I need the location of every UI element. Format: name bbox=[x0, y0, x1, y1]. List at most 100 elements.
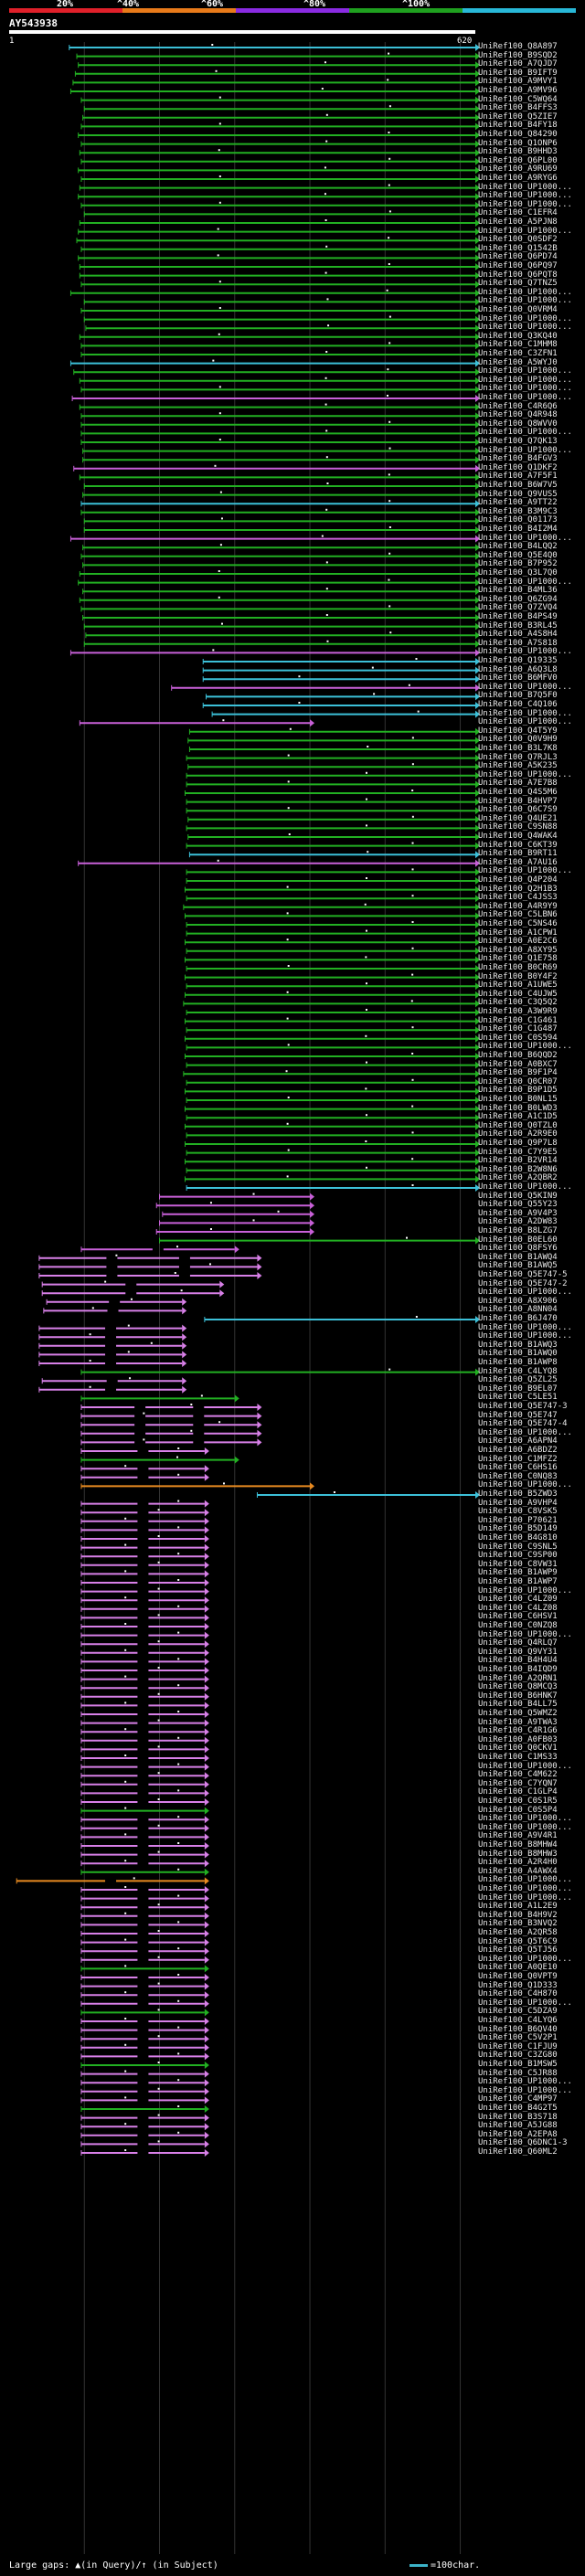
hit-row[interactable] bbox=[80, 1535, 209, 1542]
hit-label[interactable]: UniRef100_C0S5P4 bbox=[478, 1805, 558, 1815]
hit-row[interactable] bbox=[202, 675, 480, 684]
hit-label[interactable]: UniRef100_C6HS16 bbox=[478, 1463, 558, 1473]
hit-label[interactable]: UniRef100_UP1000... bbox=[478, 2077, 572, 2087]
hit-row[interactable] bbox=[80, 1473, 209, 1481]
hit-row[interactable] bbox=[38, 1351, 187, 1359]
hit-row[interactable] bbox=[186, 1078, 480, 1087]
hit-label[interactable]: UniRef100_C5LBN6 bbox=[478, 910, 558, 920]
hit-row[interactable] bbox=[38, 1333, 187, 1341]
hit-label[interactable]: UniRef100_B2VR14 bbox=[478, 1156, 558, 1166]
hit-label[interactable]: UniRef100_C0NQ83 bbox=[478, 1471, 558, 1481]
hit-row[interactable] bbox=[80, 1368, 480, 1376]
hit-label[interactable]: UniRef100_A2EPA8 bbox=[478, 2129, 558, 2139]
hit-label[interactable]: UniRef100_C4Q106 bbox=[478, 700, 558, 709]
hit-row[interactable] bbox=[186, 1026, 480, 1034]
hit-label[interactable]: UniRef100_UP1000... bbox=[478, 445, 572, 455]
hit-row[interactable] bbox=[71, 395, 480, 402]
hit-row[interactable] bbox=[79, 719, 315, 727]
hit-label[interactable]: UniRef100_B1AWQ0 bbox=[478, 1349, 558, 1359]
hit-label[interactable]: UniRef100_Q0TZL0 bbox=[478, 1120, 558, 1130]
hit-label[interactable]: UniRef100_Q5WMZ2 bbox=[478, 1709, 558, 1718]
hit-row[interactable] bbox=[38, 1385, 187, 1394]
hit-label[interactable]: UniRef100_B0EL60 bbox=[478, 1235, 558, 1245]
hit-label[interactable]: UniRef100_UP1000... bbox=[478, 577, 572, 587]
hit-label[interactable]: UniRef100_Q60ML2 bbox=[478, 2147, 558, 2157]
hit-row[interactable] bbox=[80, 1816, 209, 1824]
hit-row[interactable] bbox=[79, 376, 480, 385]
hit-row[interactable] bbox=[183, 1070, 480, 1078]
hit-row[interactable] bbox=[184, 991, 480, 999]
hit-label[interactable]: UniRef100_Q4WAK4 bbox=[478, 832, 558, 841]
hit-row[interactable] bbox=[184, 1158, 480, 1166]
hit-label[interactable]: UniRef100_C5NS46 bbox=[478, 919, 558, 928]
hit-label[interactable]: UniRef100_A4R9Y9 bbox=[478, 901, 558, 911]
hit-row[interactable] bbox=[80, 1421, 262, 1429]
hit-label[interactable]: UniRef100_UP1000... bbox=[478, 1822, 572, 1832]
hit-row[interactable] bbox=[184, 1140, 480, 1148]
hit-row[interactable] bbox=[202, 658, 480, 665]
hit-label[interactable]: UniRef100_A7E7B8 bbox=[478, 779, 558, 789]
hit-label[interactable]: UniRef100_UP1000... bbox=[478, 1322, 572, 1332]
hit-row[interactable] bbox=[80, 500, 480, 508]
hit-row[interactable] bbox=[79, 333, 480, 341]
hit-row[interactable] bbox=[80, 1745, 209, 1754]
hit-row[interactable] bbox=[80, 1465, 209, 1473]
hit-label[interactable]: UniRef100_C4LZ08 bbox=[478, 1603, 558, 1613]
hit-label[interactable]: UniRef100_B9EL07 bbox=[478, 1383, 558, 1394]
hit-label[interactable]: UniRef100_B0Y4F2 bbox=[478, 971, 558, 981]
hit-label[interactable]: UniRef100_C4LYQ6 bbox=[478, 2016, 558, 2025]
hit-row[interactable] bbox=[80, 1447, 209, 1455]
hit-row[interactable] bbox=[80, 1570, 209, 1578]
hit-label[interactable]: UniRef100_C9SN88 bbox=[478, 822, 558, 832]
hit-label[interactable]: UniRef100_A5K235 bbox=[478, 761, 558, 771]
hit-label[interactable]: UniRef100_Q4UE21 bbox=[478, 813, 558, 823]
hit-label[interactable]: UniRef100_C1MHM8 bbox=[478, 340, 558, 350]
hit-label[interactable]: UniRef100_C4R1G6 bbox=[478, 1726, 558, 1736]
hit-label[interactable]: UniRef100_C5DZA9 bbox=[478, 2007, 558, 2017]
hit-label[interactable]: UniRef100_Q0V9H9 bbox=[478, 735, 558, 745]
hit-row[interactable] bbox=[80, 1429, 262, 1437]
hit-label[interactable]: UniRef100_A1C1D5 bbox=[478, 1112, 558, 1122]
hit-row[interactable] bbox=[80, 1658, 209, 1666]
hit-label[interactable]: UniRef100_UP1000... bbox=[478, 533, 572, 543]
hit-row[interactable] bbox=[82, 561, 480, 569]
hit-label[interactable]: UniRef100_UP1000... bbox=[478, 1042, 572, 1052]
hit-row[interactable] bbox=[186, 824, 480, 832]
hit-label[interactable]: UniRef100_B4FFS3 bbox=[478, 103, 558, 113]
hit-row[interactable] bbox=[187, 833, 480, 841]
hit-row[interactable] bbox=[184, 1087, 480, 1096]
hit-label[interactable]: UniRef100_C4R6Q6 bbox=[478, 401, 558, 411]
hit-row[interactable] bbox=[80, 1842, 209, 1850]
hit-row[interactable] bbox=[38, 1263, 262, 1271]
hit-row[interactable] bbox=[80, 2087, 209, 2095]
hit-label[interactable]: UniRef100_Q4S5M6 bbox=[478, 788, 558, 797]
hit-label[interactable]: UniRef100_C6HSV1 bbox=[478, 1612, 558, 1622]
hit-label[interactable]: UniRef100_C0S594 bbox=[478, 1033, 558, 1043]
hit-row[interactable] bbox=[80, 2105, 209, 2113]
hit-label[interactable]: UniRef100_C4LZ09 bbox=[478, 1595, 558, 1605]
hit-row[interactable] bbox=[80, 1579, 209, 1586]
hit-row[interactable] bbox=[186, 842, 480, 850]
hit-row[interactable] bbox=[80, 157, 480, 165]
hit-label[interactable]: UniRef100_UP1000... bbox=[478, 366, 572, 376]
hit-row[interactable] bbox=[171, 684, 480, 692]
hit-label[interactable]: UniRef100_UP1000... bbox=[478, 323, 572, 333]
hit-label[interactable]: UniRef100_A6Q3L8 bbox=[478, 664, 558, 674]
hit-label[interactable]: UniRef100_A3W9R9 bbox=[478, 1007, 558, 1016]
hit-row[interactable] bbox=[83, 640, 480, 648]
hit-label[interactable]: UniRef100_Q0CR07 bbox=[478, 1076, 558, 1087]
hit-row[interactable] bbox=[80, 1754, 209, 1762]
hit-label[interactable]: UniRef100_Q4RLQ7 bbox=[478, 1638, 558, 1648]
hit-row[interactable] bbox=[80, 1974, 209, 1981]
hit-label[interactable]: UniRef100_B8MHW3 bbox=[478, 1849, 558, 1859]
hit-label[interactable]: UniRef100_A1L2E9 bbox=[478, 1902, 558, 1912]
hit-row[interactable] bbox=[72, 79, 480, 87]
hit-label[interactable]: UniRef100_UP1000... bbox=[478, 287, 572, 297]
hit-label[interactable]: UniRef100_Q5E747-3 bbox=[478, 1402, 568, 1411]
hit-label[interactable]: UniRef100_UP1000... bbox=[478, 384, 572, 394]
hit-row[interactable] bbox=[69, 44, 480, 51]
hit-row[interactable] bbox=[80, 1623, 209, 1630]
hit-label[interactable]: UniRef100_B9F1P4 bbox=[478, 1068, 558, 1078]
hit-row[interactable] bbox=[80, 1947, 209, 1956]
hit-row[interactable] bbox=[186, 1166, 480, 1174]
